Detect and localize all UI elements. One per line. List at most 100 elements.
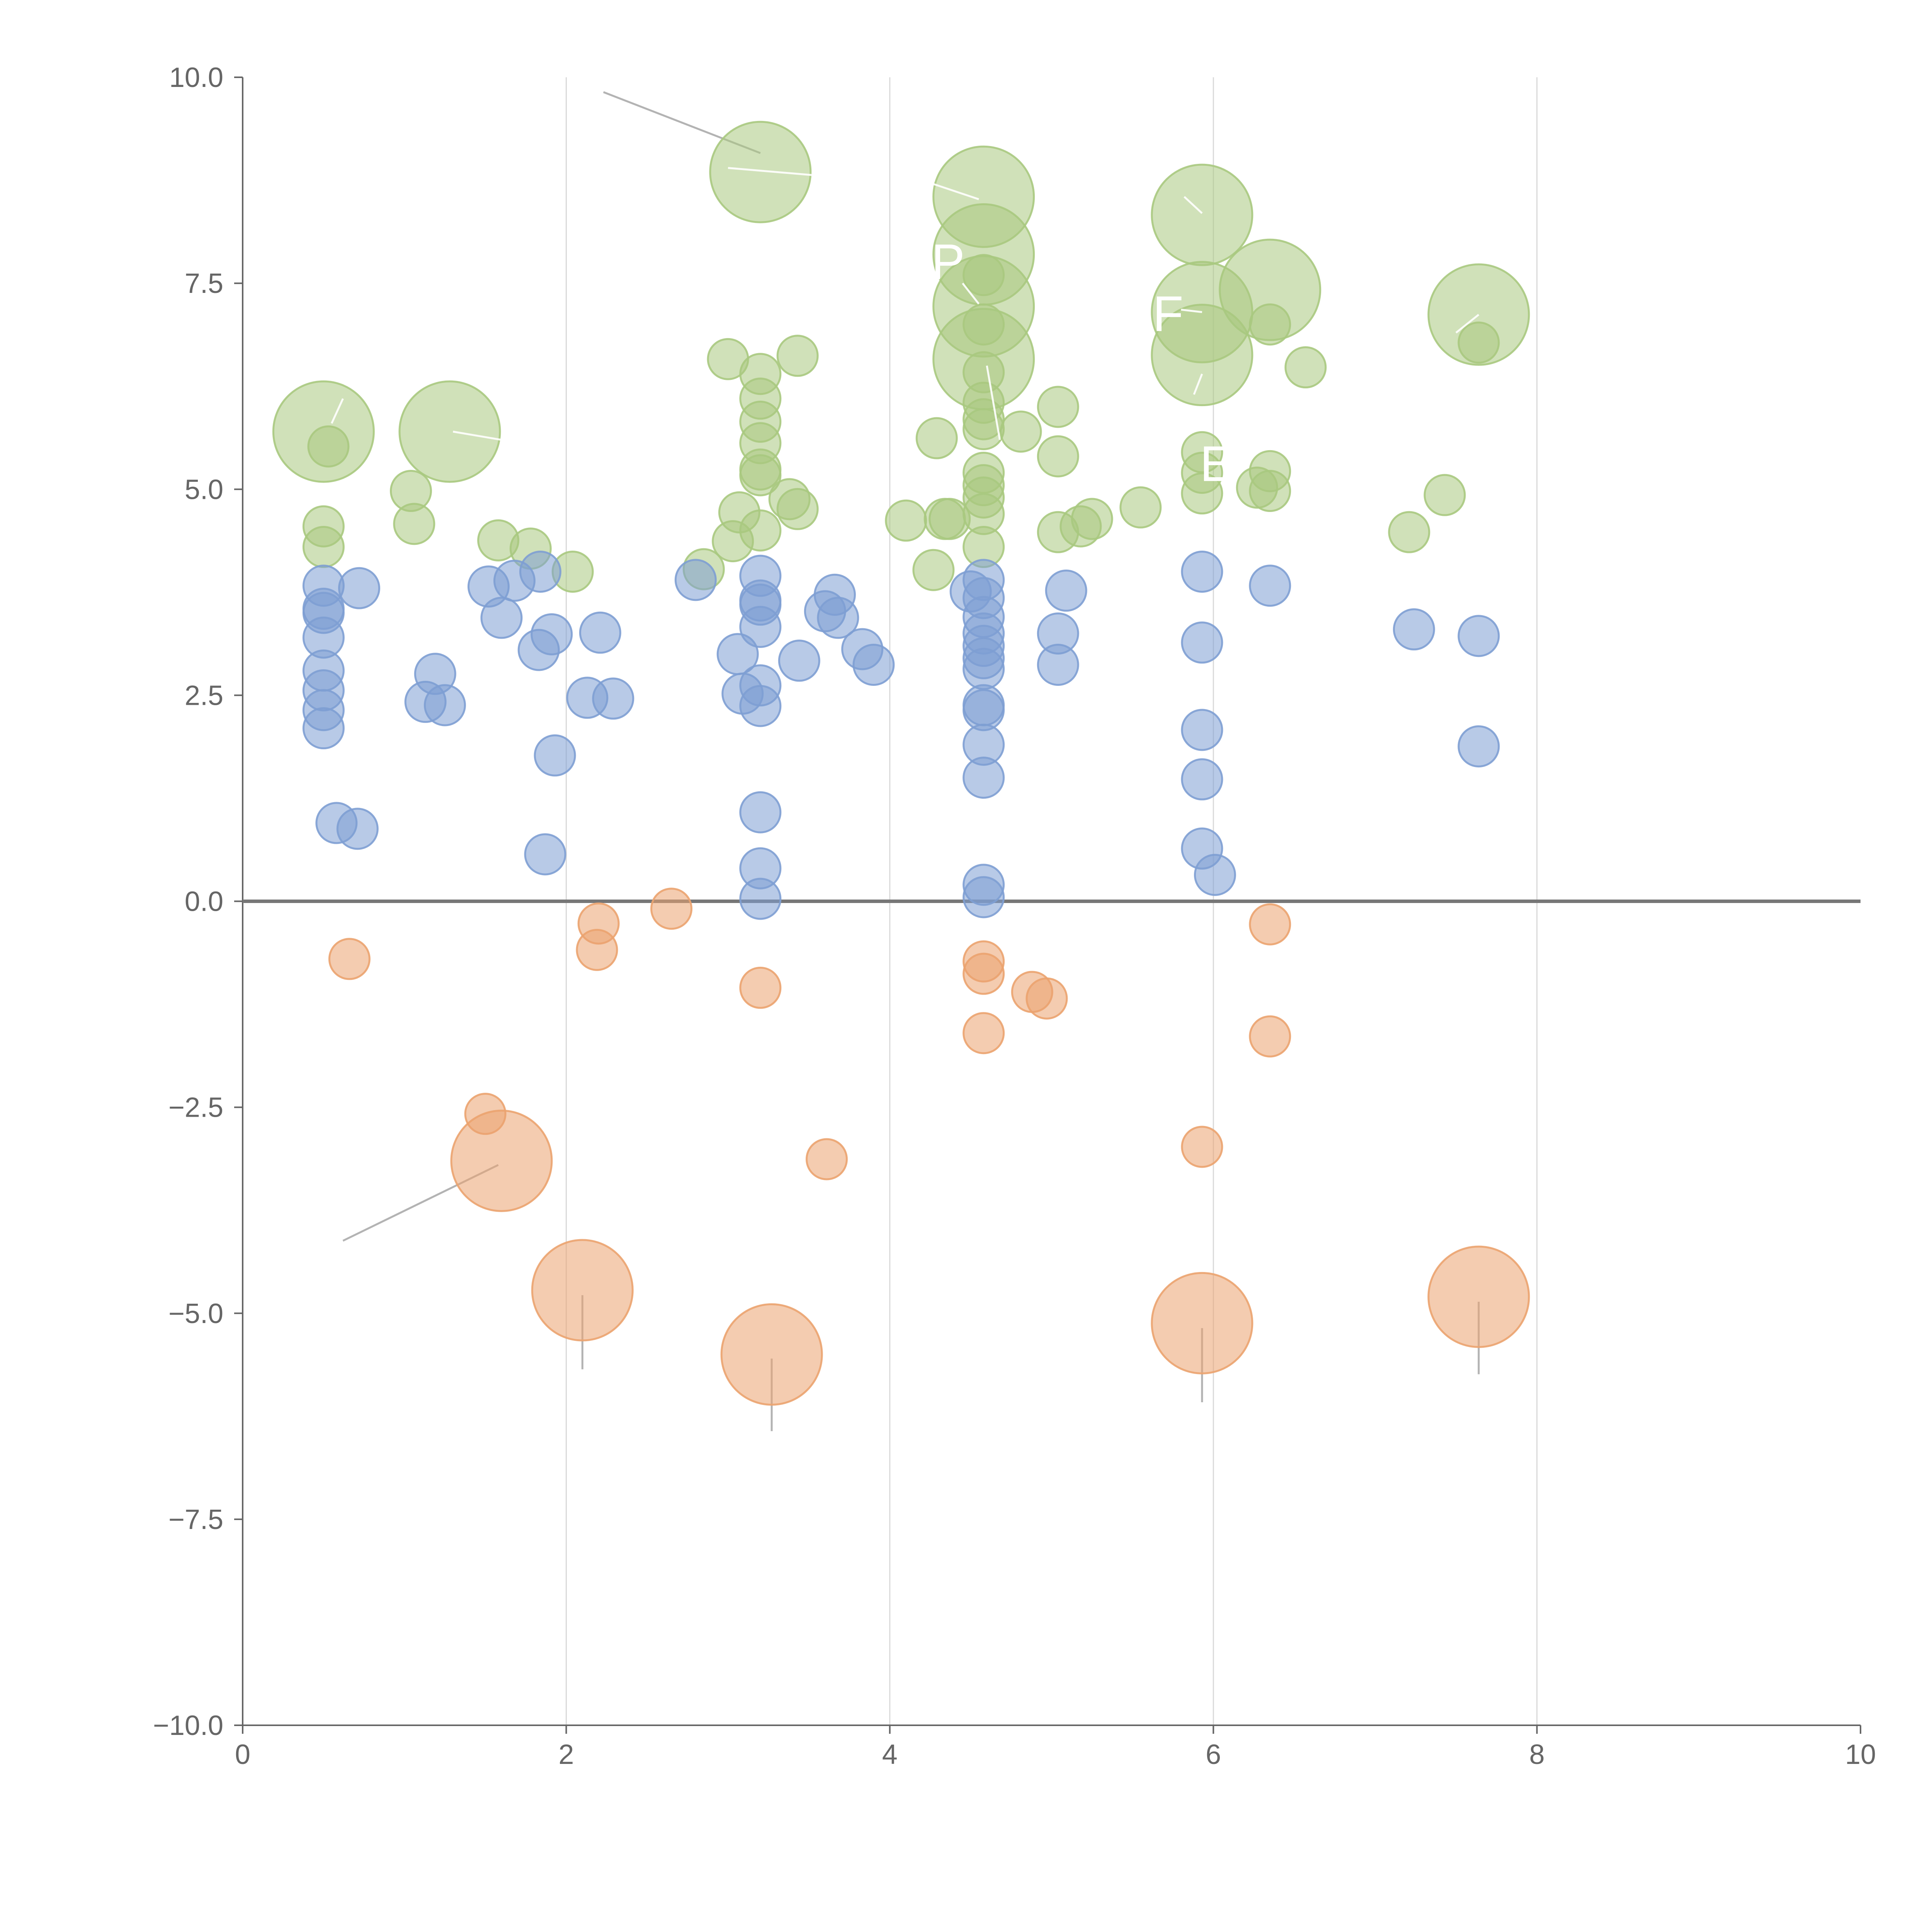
green-large-point bbox=[1151, 163, 1253, 266]
orange-large-point bbox=[1427, 1245, 1530, 1348]
green-point bbox=[1119, 486, 1162, 529]
faint-labels: E P F bbox=[931, 233, 1233, 492]
blue-point bbox=[1045, 570, 1087, 612]
blue-point bbox=[1181, 621, 1223, 664]
blue-point bbox=[739, 685, 782, 727]
orange-point bbox=[963, 952, 1005, 995]
orange-point bbox=[1249, 1015, 1291, 1058]
x-tick-label: 2 bbox=[558, 1739, 574, 1770]
orange-point bbox=[650, 888, 693, 930]
blue-point bbox=[1181, 551, 1223, 593]
x-tick-label: 8 bbox=[1529, 1739, 1545, 1770]
blue-point bbox=[524, 833, 566, 876]
blue-point bbox=[423, 684, 466, 726]
orange-point bbox=[963, 1012, 1005, 1054]
faint-label: F bbox=[1153, 286, 1183, 342]
green-point bbox=[885, 499, 927, 542]
blue-point bbox=[963, 757, 1005, 799]
y-tick-label: 10.0 bbox=[169, 62, 223, 93]
blue-point bbox=[739, 878, 782, 920]
green-point bbox=[1071, 498, 1113, 540]
green-point bbox=[1000, 410, 1042, 453]
blue-point bbox=[534, 734, 576, 777]
blue-point bbox=[592, 677, 634, 720]
blue-point bbox=[817, 597, 859, 639]
green-point bbox=[1423, 474, 1466, 516]
data-points bbox=[272, 121, 1530, 1406]
orange-point bbox=[1249, 903, 1291, 946]
blue-point bbox=[519, 551, 561, 593]
axes: 0 2 4 6 8 10 10.0 7.5 5.0 2.5 0.0 −2.5 −5.0 −7.5 −10.0 bbox=[153, 62, 1876, 1770]
y-tick-label: −7.5 bbox=[168, 1504, 223, 1535]
orange-large-point bbox=[720, 1303, 823, 1406]
blue-point bbox=[852, 643, 895, 686]
green-point bbox=[393, 503, 435, 545]
x-tick-label: 10 bbox=[1845, 1739, 1876, 1770]
orange-large-point bbox=[1151, 1272, 1253, 1374]
orange-point bbox=[328, 938, 371, 980]
green-point bbox=[912, 549, 955, 591]
green-point bbox=[1284, 346, 1327, 389]
blue-point bbox=[739, 605, 782, 648]
inner-leader-line bbox=[1184, 196, 1203, 214]
blue-point bbox=[531, 613, 573, 656]
green-point bbox=[739, 454, 782, 497]
faint-label: P bbox=[931, 233, 965, 290]
orange-point bbox=[1181, 1126, 1223, 1168]
blue-point bbox=[739, 791, 782, 833]
blue-point bbox=[1037, 643, 1079, 686]
blue-point bbox=[1194, 854, 1236, 896]
green-large-point bbox=[398, 380, 501, 483]
blue-point bbox=[778, 639, 820, 682]
y-tick-label: −2.5 bbox=[168, 1092, 223, 1123]
green-large-point bbox=[932, 308, 1035, 410]
y-tick-label: −10.0 bbox=[153, 1710, 223, 1741]
blue-point bbox=[1181, 758, 1223, 801]
faint-label: E bbox=[1200, 435, 1233, 492]
green-large-point bbox=[709, 121, 812, 223]
y-tick-label: 0.0 bbox=[185, 886, 223, 917]
blue-point bbox=[1393, 608, 1435, 651]
green-point bbox=[1037, 435, 1079, 478]
inner-leader-line bbox=[1455, 314, 1480, 334]
blue-point bbox=[480, 597, 523, 639]
blue-point bbox=[338, 567, 380, 609]
blue-point bbox=[674, 559, 717, 601]
y-tick-label: 7.5 bbox=[185, 268, 223, 299]
green-point bbox=[1037, 386, 1079, 428]
inner-leader-line bbox=[922, 179, 979, 200]
green-point bbox=[302, 526, 345, 568]
green-large-point bbox=[1219, 238, 1321, 341]
x-tick-label: 6 bbox=[1206, 1739, 1221, 1770]
orange-point bbox=[806, 1138, 848, 1180]
inner-leader-line bbox=[1181, 308, 1202, 313]
inner-leader-line bbox=[986, 365, 1001, 440]
green-large-point bbox=[1151, 304, 1253, 406]
inner-leader-line bbox=[962, 282, 980, 304]
green-large-point bbox=[272, 380, 375, 483]
green-point bbox=[1181, 472, 1223, 515]
blue-point bbox=[1181, 709, 1223, 751]
blue-point bbox=[579, 611, 621, 654]
blue-point bbox=[963, 648, 1005, 690]
green-point bbox=[739, 509, 782, 552]
y-tick-label: −5.0 bbox=[168, 1298, 223, 1329]
x-tick-label: 0 bbox=[235, 1739, 250, 1770]
y-tick-label: 2.5 bbox=[185, 680, 223, 711]
inner-leader-lines bbox=[331, 167, 1480, 441]
inner-leader-line bbox=[331, 398, 344, 424]
inner-leader-line bbox=[452, 430, 502, 441]
inner-leader-line bbox=[1193, 373, 1203, 395]
green-point bbox=[776, 335, 819, 377]
green-point bbox=[776, 488, 819, 530]
green-point bbox=[1388, 511, 1430, 553]
blue-point bbox=[963, 876, 1005, 918]
blue-point bbox=[302, 707, 345, 750]
orange-point bbox=[739, 966, 782, 1009]
inner-leader-line bbox=[728, 167, 825, 177]
orange-large-point bbox=[450, 1109, 553, 1212]
y-tick-label: 5.0 bbox=[185, 474, 223, 505]
x-tick-label: 4 bbox=[882, 1739, 898, 1770]
orange-point bbox=[576, 929, 618, 971]
